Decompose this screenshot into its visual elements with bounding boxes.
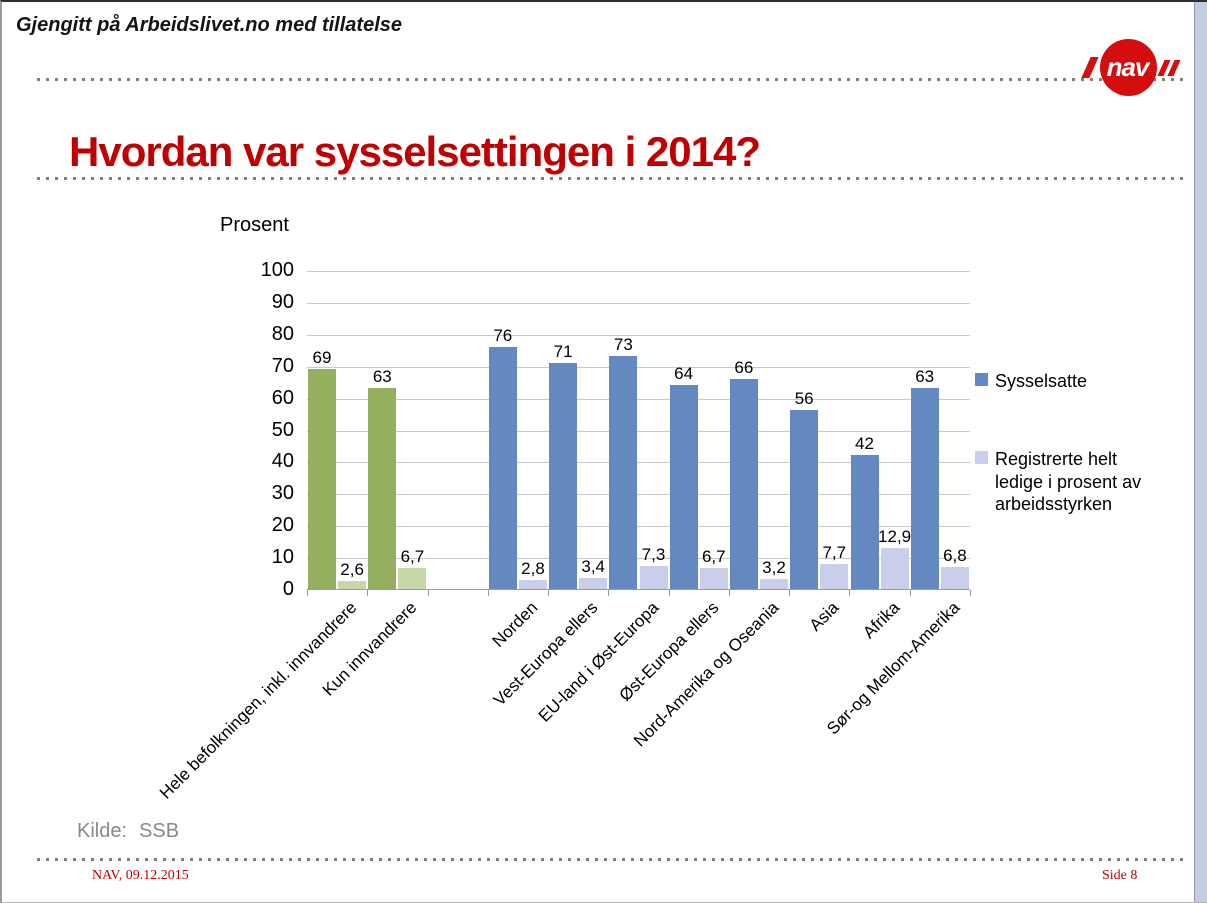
dotted-divider-title: [37, 177, 1189, 180]
gridline: [307, 366, 970, 368]
bar-value-label: 69: [312, 347, 332, 367]
bar-value-label: 56: [794, 389, 814, 409]
bar-ledige: [820, 564, 849, 589]
x-axis-tick: [970, 590, 971, 596]
y-axis-tick-label: 0: [282, 578, 294, 600]
x-axis-tick: [488, 590, 489, 596]
y-axis-tick-label: 20: [271, 514, 294, 537]
nav-logo-slash-icon: [1081, 57, 1099, 78]
x-axis-tick: [669, 590, 670, 596]
bar-ledige: [940, 567, 969, 589]
nav-logo-circle-icon: nav: [1100, 39, 1157, 96]
y-axis-tick-label: 80: [271, 322, 294, 345]
y-axis-tick-label: 50: [271, 418, 294, 441]
bar-value-label: 63: [372, 367, 392, 386]
y-axis-tick-label: 40: [271, 450, 294, 473]
x-axis-tick: [789, 590, 790, 596]
gridline: [307, 398, 970, 400]
y-axis-tick-label: 30: [271, 482, 294, 505]
y-axis-tick-label: 70: [271, 354, 294, 377]
slide-title: Hvordan var sysselsettingen i 2014?: [69, 128, 761, 175]
bar-ledige: [519, 580, 547, 589]
bar-value-label: 73: [613, 335, 633, 355]
bar-value-label: 7,3: [641, 544, 666, 564]
bar-sysselsatte: [488, 346, 517, 589]
gridline: [307, 271, 970, 272]
chart: Prosent 69 2,6 Hele befolkningen, inkl. in…: [2, 202, 1207, 862]
gridline: [307, 462, 970, 464]
bar-sysselsatte: [790, 410, 819, 589]
source-value: SSB: [139, 820, 180, 842]
gridline: [307, 302, 970, 304]
gridline: [307, 430, 970, 432]
bar-value-label: 42: [855, 434, 874, 453]
bar-value-label: 2,8: [521, 559, 545, 579]
dotted-divider-top: [37, 78, 1189, 81]
footer-date: NAV, 09.12.2015: [92, 868, 189, 883]
bar-value-label: 66: [734, 357, 754, 377]
legend-item-sysselsatte: Sysselsatte: [975, 370, 1163, 393]
legend-swatch-sysselsatte: [975, 373, 988, 386]
bar-value-label: 12,9: [878, 526, 912, 546]
x-axis-tick: [428, 590, 429, 596]
bar-value-label: 6,7: [701, 546, 726, 566]
x-axis-tick: [307, 590, 308, 596]
legend-swatch-ledige: [975, 451, 988, 464]
bar-ledige: [579, 578, 608, 589]
bar-sysselsatte: [910, 388, 939, 589]
x-axis-tick: [367, 590, 368, 596]
bar-ledige: [760, 578, 788, 589]
x-axis-tick: [548, 590, 549, 596]
bar-sysselsatte: [609, 356, 638, 589]
y-axis-tick-label: 10: [271, 546, 294, 569]
bar-value-label: 7,7: [822, 543, 847, 563]
bar-value-label: 63: [915, 367, 935, 386]
bar-sysselsatte: [368, 388, 397, 589]
window-edge-strip: [1194, 2, 1207, 902]
bar-ledige: [699, 567, 728, 589]
bar-sysselsatte: [308, 368, 336, 589]
gridline: [307, 558, 970, 560]
y-axis-tick-label: 90: [271, 290, 294, 313]
y-axis-title: Prosent: [220, 214, 289, 236]
bar-value-label: 76: [493, 325, 513, 345]
y-axis-tick-label: 100: [260, 259, 294, 281]
x-axis-tick: [910, 590, 911, 596]
dotted-divider-bottom: [37, 858, 1189, 861]
bar-value-label: 71: [553, 341, 573, 361]
bar-sysselsatte: [669, 384, 698, 589]
source-label: Kilde:: [77, 820, 128, 842]
bar-value-label: 6,8: [943, 546, 967, 566]
attribution-note: Gjengitt på Arbeidslivet.no med tillatel…: [16, 14, 403, 36]
bar-value-label: 64: [674, 363, 694, 383]
gridline: [307, 334, 970, 336]
footer-page-number: Side 8: [1102, 868, 1138, 883]
bar-sysselsatte: [729, 378, 758, 589]
bar-value-label: 2,6: [340, 559, 364, 579]
nav-logo-text: nav: [1106, 52, 1150, 82]
nav-logo: nav: [1081, 38, 1182, 98]
bar-sysselsatte: [850, 455, 879, 589]
x-axis-tick: [729, 590, 730, 596]
bar-value-label: 3,4: [581, 557, 605, 577]
bar-ledige: [880, 547, 909, 589]
y-axis-tick-label: 60: [271, 386, 294, 409]
legend-item-ledige: Registrerte helt ledige i prosent av arb…: [975, 448, 1163, 516]
legend-label: Sysselsatte: [995, 371, 1088, 391]
bar-sysselsatte: [549, 362, 578, 589]
plot-area: 69 2,6 Hele befolkningen, inkl. innvandrer…: [156, 271, 971, 803]
legend-label: Registrerte helt ledige i prosent av arb…: [995, 449, 1142, 514]
bar-ledige: [398, 567, 427, 589]
bar-value-label: 6,7: [400, 546, 425, 566]
bar-ledige: [639, 565, 668, 589]
x-axis-tick: [849, 590, 850, 596]
bar-value-label: 3,2: [762, 557, 786, 577]
x-axis-tick: [608, 590, 609, 596]
bar-ledige: [338, 580, 367, 589]
source-note: Kilde: SSB: [77, 820, 179, 843]
gridline: [307, 494, 970, 496]
gridline: [307, 526, 970, 528]
